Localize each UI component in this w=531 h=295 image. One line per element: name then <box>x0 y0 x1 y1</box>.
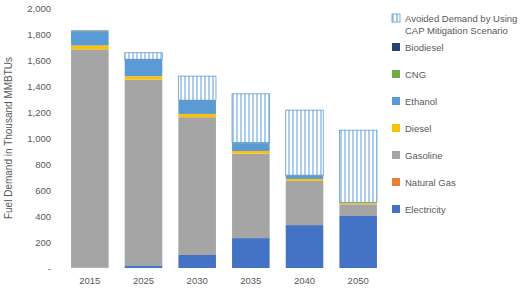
bar-segment <box>286 181 324 225</box>
legend-swatch <box>392 43 400 51</box>
chart: Fuel Demand in Thousand MMBTUs - 200 400 600… <box>0 0 531 295</box>
bar-segment <box>232 151 270 154</box>
bar-segment <box>286 179 324 181</box>
bar-segment <box>286 225 324 268</box>
bar-segment <box>232 154 270 239</box>
legend-label: Ethanol <box>405 96 437 107</box>
legend-swatch <box>392 205 400 213</box>
bar-segment <box>178 117 216 255</box>
legend-label: CNG <box>405 69 426 80</box>
y-tick-label: 1,800 <box>27 29 51 40</box>
bar-segment <box>178 114 216 117</box>
legend-swatch <box>392 14 400 22</box>
legend-swatch <box>392 70 400 78</box>
x-tick-label: 2050 <box>348 275 369 286</box>
legend-label: Biodiesel <box>405 42 444 53</box>
legend-swatch <box>392 97 400 105</box>
bar-segment <box>71 45 109 49</box>
y-tick-label: 1,200 <box>27 107 51 118</box>
y-tick-label: 600 <box>35 185 51 196</box>
bar-segment <box>125 265 163 268</box>
bar-segment <box>71 30 109 31</box>
legend-label: Diesel <box>405 123 431 134</box>
x-tick-label: 2040 <box>294 275 315 286</box>
bar-segment <box>125 53 163 60</box>
bar-segment <box>286 176 324 179</box>
y-tick-label: 1,400 <box>27 81 51 92</box>
x-tick-label: 2035 <box>240 275 261 286</box>
y-tick-label: 1,600 <box>27 55 51 66</box>
bar-segment <box>178 101 216 114</box>
bar-segment <box>232 143 270 151</box>
x-tick-label: 2025 <box>133 275 154 286</box>
bar-segment <box>71 31 109 45</box>
bar-segment <box>232 94 270 143</box>
bar-segment <box>125 60 163 76</box>
bar-segment <box>125 80 163 266</box>
y-tick-label: 400 <box>35 211 51 222</box>
legend-label: Avoided Demand by UsingCAP Mitigation Sc… <box>405 13 517 36</box>
legend-swatch <box>392 124 400 132</box>
bar-segment <box>339 204 377 216</box>
bar-segment <box>71 30 109 31</box>
legend-swatch <box>392 178 400 186</box>
legend-swatch <box>392 151 400 159</box>
y-tick-label: - <box>48 263 51 274</box>
bars <box>71 30 377 268</box>
bar-segment <box>178 76 216 100</box>
y-tick-label: 800 <box>35 159 51 170</box>
bar-segment <box>339 130 377 202</box>
bar-segment <box>339 203 377 204</box>
y-tick-label: 2,000 <box>27 3 51 14</box>
bar-segment <box>71 49 109 267</box>
bar-segment <box>339 216 377 268</box>
bar-segment <box>125 76 163 79</box>
x-tick-label: 2030 <box>187 275 208 286</box>
bar-segment <box>286 110 324 175</box>
x-tick-label: 2015 <box>79 275 100 286</box>
bar-segment <box>232 238 270 268</box>
bar-segment <box>178 255 216 268</box>
y-tick-label: 1,000 <box>27 133 51 144</box>
legend-label: Natural Gas <box>405 177 456 188</box>
legend-label: Electricity <box>405 204 446 215</box>
legend-label: Gasoline <box>405 150 443 161</box>
y-tick-label: 200 <box>35 237 51 248</box>
bar-segment <box>71 30 109 31</box>
y-axis-label: Fuel Demand in Thousand MMBTUs <box>3 57 14 219</box>
